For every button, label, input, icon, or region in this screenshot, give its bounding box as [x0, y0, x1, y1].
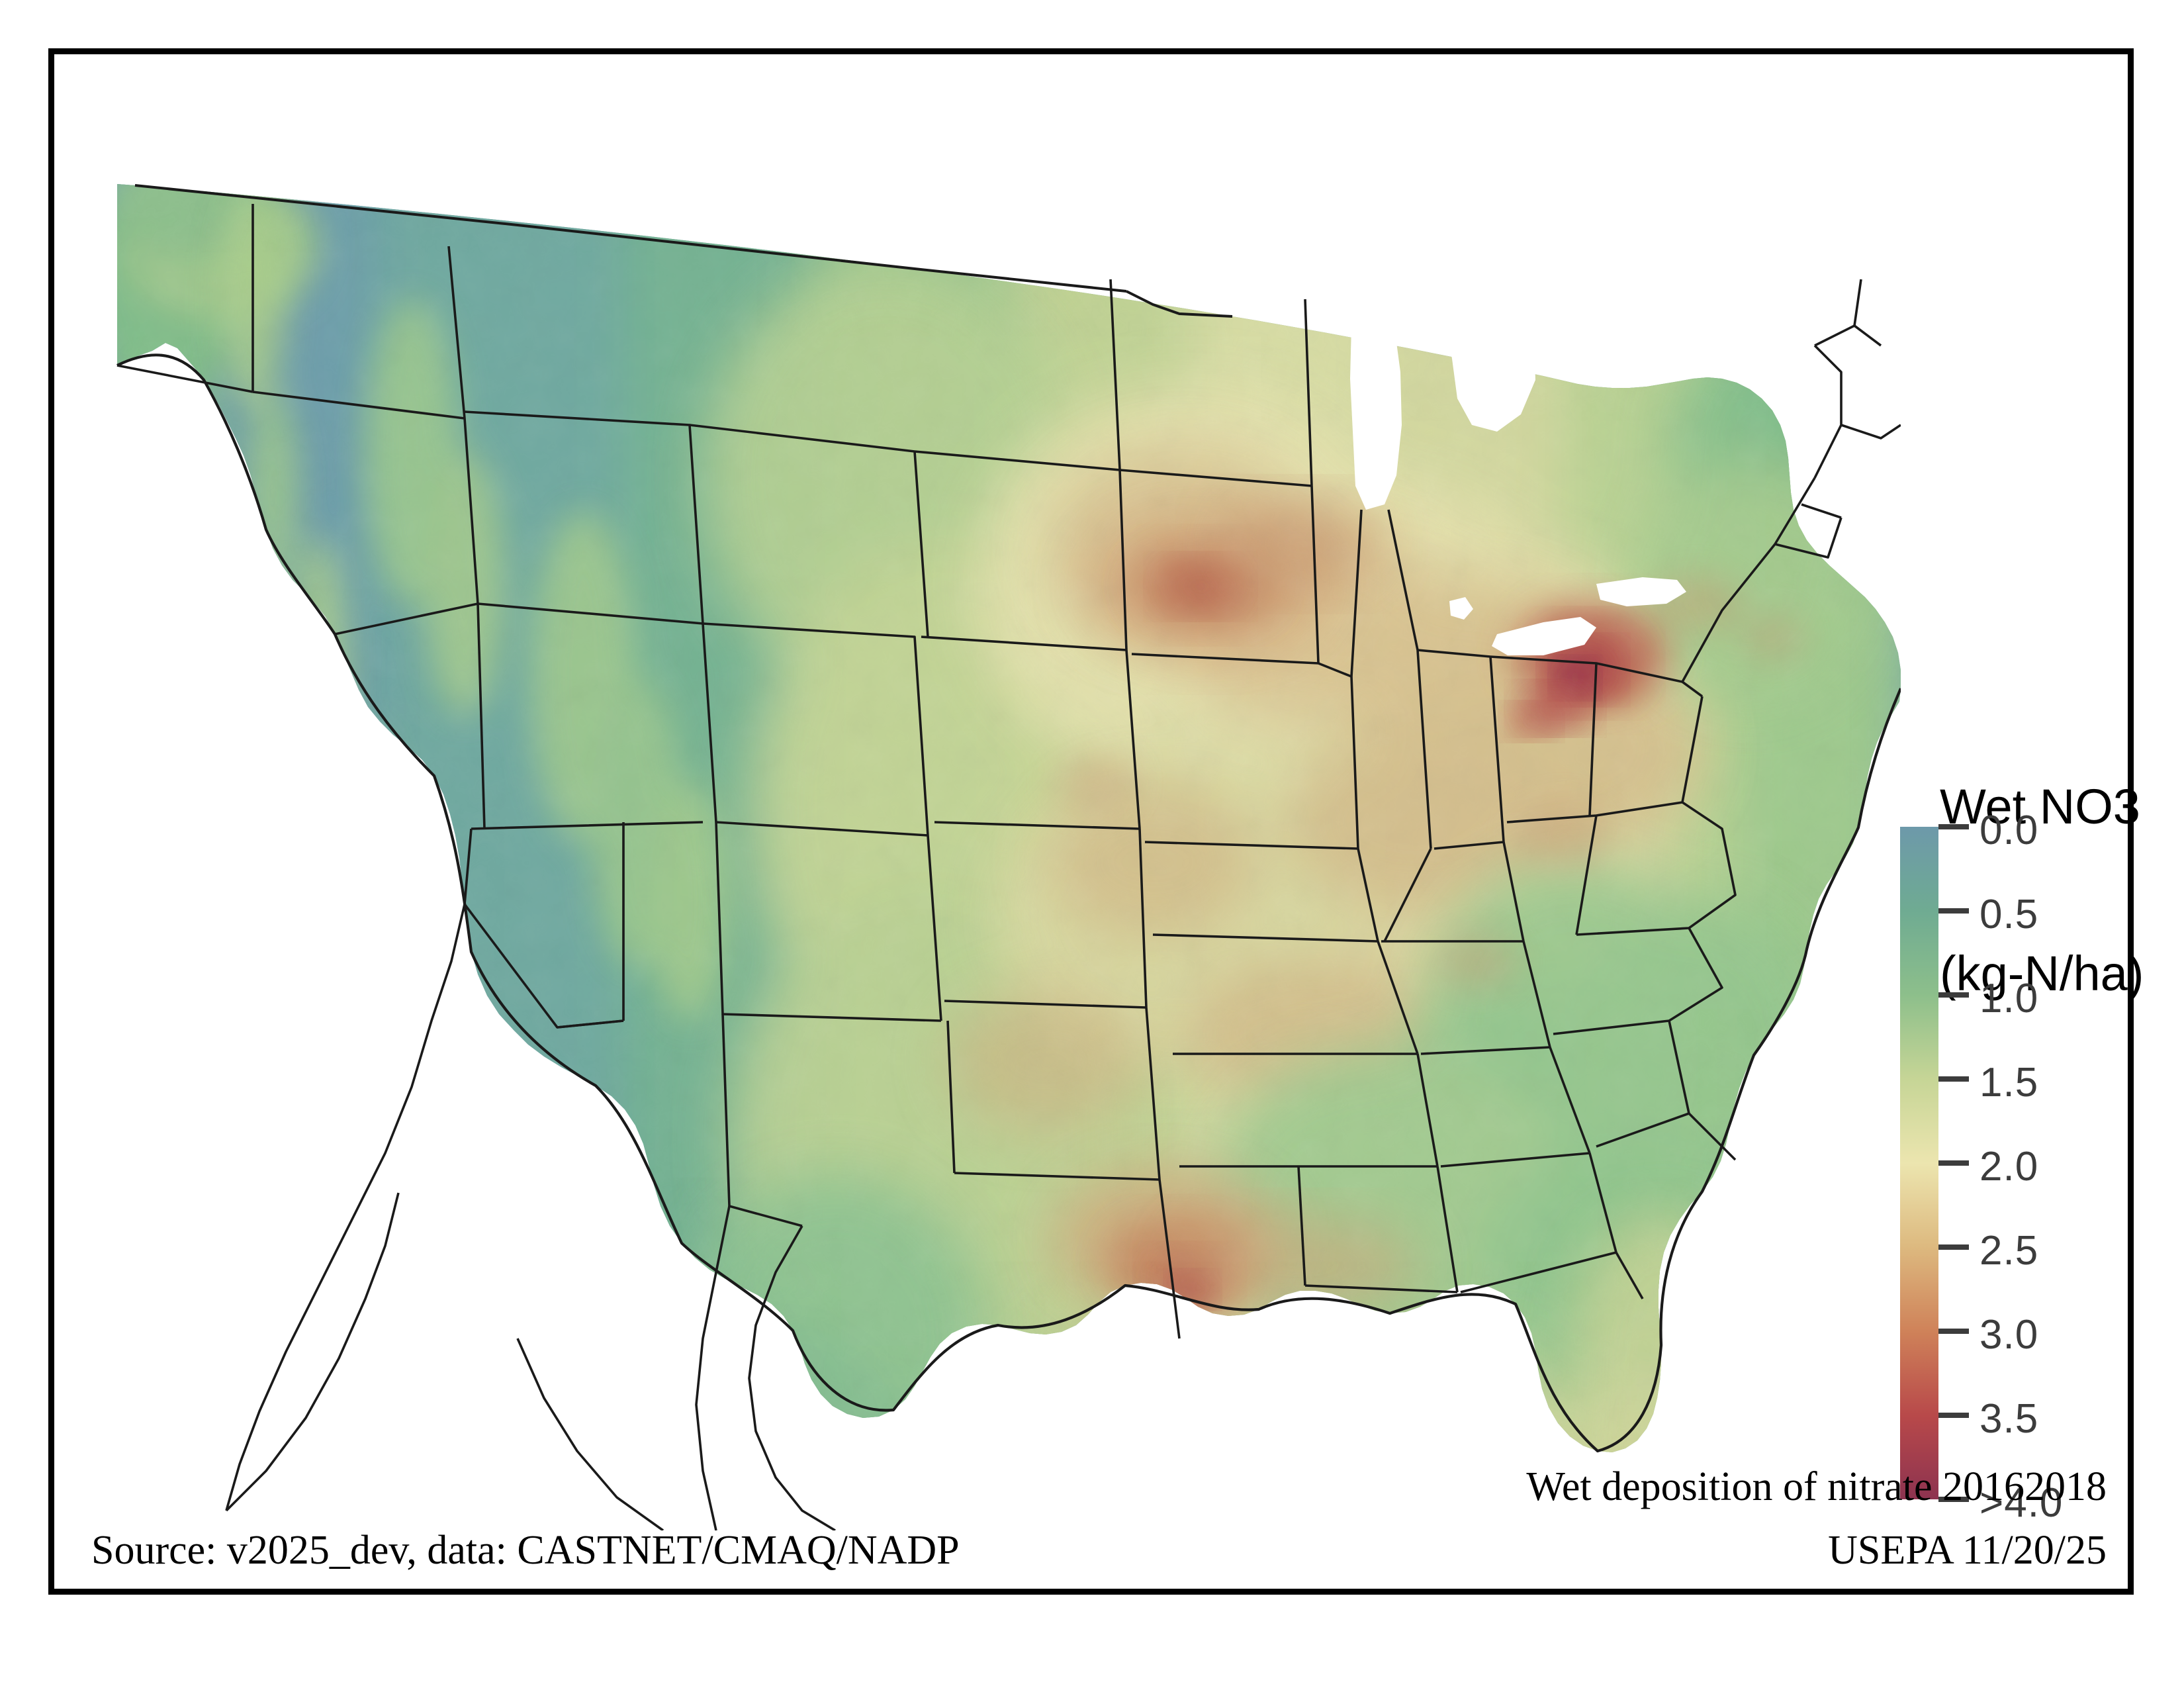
colorbar-tick-label: 0.5	[1979, 892, 2039, 937]
tick-mark-icon	[1938, 1244, 1969, 1250]
water-mask	[1259, 267, 1686, 655]
tick-mark-icon	[1938, 1076, 1969, 1082]
colorbar-title: Wet NO3 (kg-N/ha)	[1940, 668, 2144, 1113]
tick-mark-icon	[1938, 1329, 1969, 1334]
agency-credit: USEPA 11/20/25	[1828, 1528, 2107, 1573]
tick-mark-icon	[1938, 992, 1969, 998]
tick-mark-icon	[1938, 1160, 1969, 1166]
tick-mark-icon	[1938, 908, 1969, 914]
colorbar-tick-label: 1.5	[1979, 1060, 2039, 1105]
colorbar-block: Wet NO3 (kg-N/ha) 0.0 0.5 1.0 1.5 2.0 2.…	[1900, 779, 2144, 1555]
map-panel	[54, 81, 1901, 1530]
colorbar-tick-label: 3.0	[1979, 1312, 2039, 1358]
deposition-raster	[117, 184, 1901, 1452]
boundaries	[116, 184, 1901, 1530]
deposition-map	[116, 184, 1901, 1530]
colorbar-title-line1: Wet NO3	[1940, 779, 2140, 834]
colorbar-tick-label: 1.0	[1979, 976, 2039, 1021]
colorbar-tick-label: 2.5	[1979, 1228, 2039, 1274]
figure-frame: Wet NO3 (kg-N/ha) 0.0 0.5 1.0 1.5 2.0 2.…	[48, 48, 2144, 1595]
colorbar-gradient	[1900, 827, 1938, 1499]
tick-mark-icon	[1938, 1413, 1969, 1418]
colorbar-tick-label: >4.0	[1979, 1480, 2064, 1526]
figure-subtitle: Wet deposition of nitrate 20162018	[1526, 1464, 2107, 1509]
colorbar-tick-label: 0.0	[1979, 808, 2039, 853]
tick-mark-icon	[1938, 1497, 1969, 1502]
colorbar-tick-label: 2.0	[1979, 1144, 2039, 1190]
tick-mark-icon	[1938, 824, 1969, 829]
source-note: Source: v2025_dev, data: CASTNET/CMAQ/NA…	[91, 1528, 960, 1573]
colorbar-tick-label: 3.5	[1979, 1396, 2039, 1442]
colorbar-title-line2: (kg-N/ha)	[1940, 946, 2144, 1001]
